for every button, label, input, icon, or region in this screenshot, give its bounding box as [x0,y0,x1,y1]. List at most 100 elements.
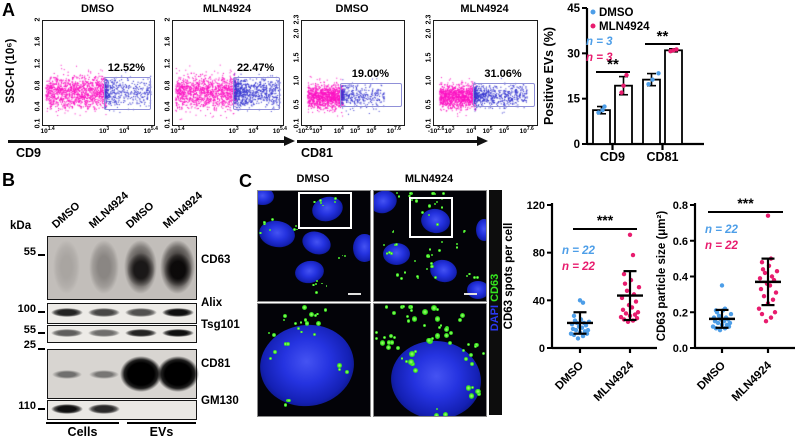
n-label-dmso: n = 22 [705,224,739,236]
cd63-spot [313,313,318,318]
cd63-spot [262,221,266,225]
cd63-spot [416,276,420,280]
cd63-spot [400,357,404,360]
cd63-spot [427,214,430,217]
cd63-spot [273,350,278,355]
bar-y-tick-label: 45 [567,3,580,15]
flow-plot-3-ytick-1: 2.0 [425,28,433,39]
cd63-spot [396,192,399,195]
cd63-spot [473,276,477,280]
scatter-point-MLN4924 [623,311,629,316]
cd63-spot [443,326,450,333]
bar-y-tick-label: 30 [567,48,580,60]
cd63-spot [433,202,437,206]
cd63-spot [469,362,474,367]
micro-image-mln4924-inset-zoom [373,303,487,417]
cd63-spot [316,320,322,326]
cd63-spot [259,232,262,235]
bar-y-tick-label: 0 [574,139,580,151]
cd63-spot [386,340,392,345]
data-point-MLN4924 [619,90,624,95]
blot-lane-label-3: MLN4924 [160,189,205,231]
protein-label-Alix: Alix [201,297,223,309]
cd63-spot [271,217,275,221]
cd63-spot [469,353,474,358]
bar-category-label: CD81 [647,150,679,164]
cd81-axis-arrowhead [477,135,488,146]
scatter-point-MLN4924 [632,312,638,317]
cd63-spot [269,356,273,360]
flow-plot-0-xtick-2: 104 [119,126,130,136]
y-tick-label: 80 [533,248,545,260]
cd63-spot [303,318,308,322]
micro-title-mln4924: MLN4924 [404,173,454,185]
band-Alix-lane3 [161,308,194,317]
cd63-spot [284,342,288,346]
band-Tsg101-lane2 [124,329,157,337]
flow-plot-0-ytick-2: 1.2 [34,58,42,69]
flow-plot-3-frame [433,20,538,126]
cd63-spot [440,197,443,200]
scatter-point-MLN4924 [622,281,628,286]
cd63-spot [411,198,414,202]
flow-plot-2-percent: 19.00% [351,68,390,81]
cd63-spot [269,229,272,232]
cd63-spot [392,311,396,315]
flow-plot-0-xtick-0: 101.4 [40,126,55,136]
cd63-spot [433,412,439,416]
cd63-spot [394,244,396,247]
cd63-spot [393,336,397,340]
cd63-spot [389,252,393,255]
y-tick-label: 0.6 [673,236,688,248]
kda-marker-tick-3 [38,348,45,350]
cd63-spot [425,267,429,271]
flow-plot-1-ytick-0: 2 [164,17,172,22]
scatter-point-MLN4924 [619,295,625,301]
flow-plot-0-ytick-3: 0.8 [34,80,42,90]
cd63-spot [438,326,441,330]
blot-lane-label-0: DMSO [49,200,83,231]
y-tick-label: 40 [533,295,545,307]
scatter-point-DMSO [727,320,733,326]
band-GM130-lane1 [87,404,120,414]
nucleus-2 [382,242,410,265]
cd63-spots-scatter-plot: 0 40 80 120 CD63 spots per cell DMSO MLN4924 **… [503,200,657,404]
flow-plot-3-xtick-1: 103 [444,126,455,136]
scatter-point-MLN4924 [757,276,763,281]
scatter-point-DMSO [717,327,723,333]
flow-plot-3-percent: 31.06% [484,68,522,81]
nucleus-4 [353,233,370,263]
protein-label-Tsg101: Tsg101 [201,319,240,331]
cd63-spot [420,211,424,215]
scatter-point-MLN4924 [759,260,765,265]
kda-marker-2: 55 [23,324,36,336]
panel-a-label: A [2,0,15,20]
scatter-point-MLN4924 [768,315,774,320]
cd63-spot [299,321,303,324]
cd63-spot [283,403,288,407]
cd63-spot [427,204,432,208]
scatter-point-MLN4924 [618,314,624,320]
cd63-spot [405,314,409,318]
flow-plot-2-xtick-0: -102.6 [295,126,313,136]
flow-plot-2-xtick-3: 105 [350,126,361,136]
cd63-spot [323,308,328,312]
category-label-MLN4924: MLN4924 [592,359,637,404]
cd63-spot [442,192,445,195]
cd63-spot [334,196,338,200]
cd63-spot [263,223,266,226]
cd63-spot [462,230,465,234]
scale-bar [347,293,361,296]
micro-image-dmso-overview [257,190,371,302]
cd63-spot [431,253,434,256]
cd63-spot [431,305,437,311]
cd63-spot [389,340,395,345]
cd63-spot [481,351,486,356]
cd63-spot [409,351,415,357]
cd63-spot [294,322,298,325]
cd63-spot [337,363,342,368]
flow-plot-3-xtick-3: 105 [482,126,493,136]
cd63-spot [387,250,392,255]
scatter-point-DMSO [712,318,718,324]
cd63-spot [448,330,454,335]
